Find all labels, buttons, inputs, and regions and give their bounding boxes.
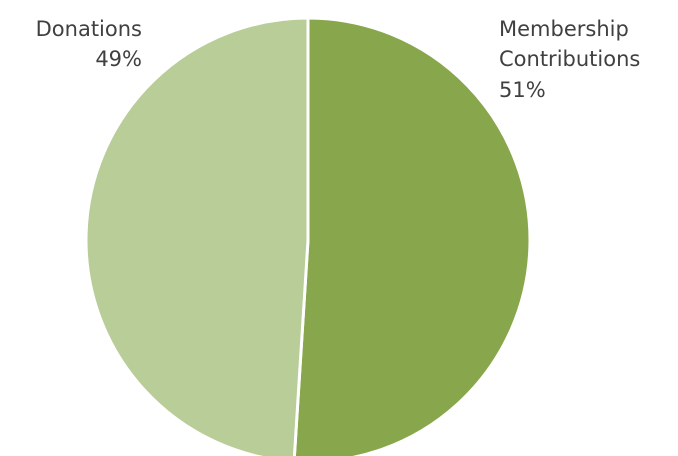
label-membership-contributions-line2: Contributions [499,47,640,71]
label-membership-contributions-line1: Membership [499,17,629,41]
value-label-donations: 49% [95,47,142,71]
label-donations-line1: Donations [36,17,142,41]
value-label-membership-contributions: 51% [499,78,546,102]
label-donations: Donations 49% [36,17,142,71]
label-membership-contributions: Membership Contributions 51% [499,17,640,102]
slice-membership-contributions [292,16,532,456]
slice-donations [84,16,310,456]
pie-slices [84,16,532,456]
